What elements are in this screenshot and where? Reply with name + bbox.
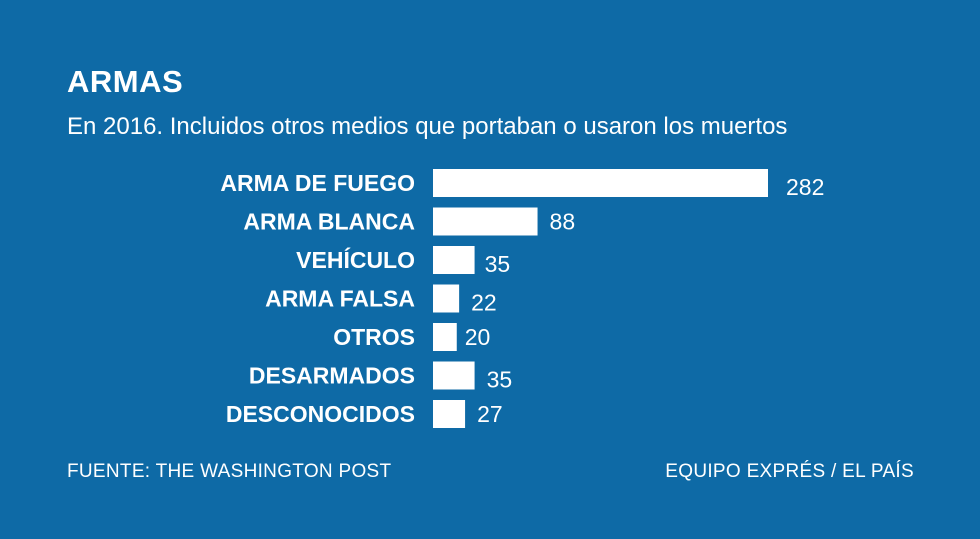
category-label: ARMA BLANCA xyxy=(243,209,415,235)
category-label: DESCONOCIDOS xyxy=(226,401,415,427)
value-label: 22 xyxy=(471,290,497,316)
bar xyxy=(433,207,538,236)
chart-subtitle: En 2016. Incluidos otros medios que port… xyxy=(67,113,788,140)
value-label: 35 xyxy=(485,251,511,277)
category-label: ARMA DE FUEGO xyxy=(220,170,415,196)
source-note: FUENTE: THE WASHINGTON POST xyxy=(67,461,392,482)
value-label: 88 xyxy=(550,209,576,235)
bar xyxy=(433,323,457,351)
bar xyxy=(433,169,768,197)
chart-title: ARMAS xyxy=(67,64,184,99)
value-label: 27 xyxy=(477,401,503,427)
category-label: OTROS xyxy=(333,324,415,350)
bar xyxy=(433,400,466,428)
category-label: ARMA FALSA xyxy=(265,286,415,312)
category-label: DESARMADOS xyxy=(249,363,415,389)
bar xyxy=(433,361,475,390)
value-label: 282 xyxy=(786,174,824,200)
bar xyxy=(433,284,460,313)
credit-note: EQUIPO EXPRÉS / EL PAÍS xyxy=(665,461,914,482)
bar xyxy=(433,246,475,274)
category-label: VEHÍCULO xyxy=(296,246,415,273)
value-label: 20 xyxy=(465,324,491,350)
value-label: 35 xyxy=(487,367,513,393)
